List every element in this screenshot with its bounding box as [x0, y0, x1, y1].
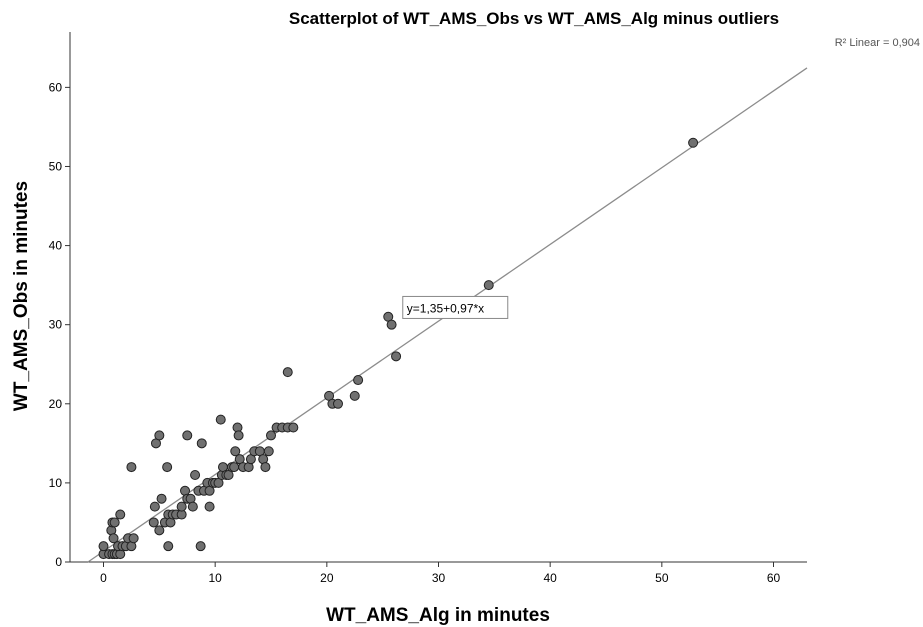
equation-box: y=1,35+0,97*x [402, 295, 509, 319]
data-point [154, 430, 165, 441]
x-tick-label: 40 [543, 571, 557, 585]
data-point [163, 541, 174, 552]
data-point [288, 422, 299, 433]
data-point [190, 469, 201, 480]
data-point [483, 280, 494, 291]
data-point [391, 351, 402, 362]
data-point [154, 525, 165, 536]
x-tick-label: 0 [100, 571, 107, 585]
data-point [260, 462, 271, 473]
data-point [115, 509, 126, 520]
y-tick-label: 0 [55, 555, 62, 569]
y-axis-label: WT_AMS_Obs in minutes [11, 181, 32, 411]
data-point [108, 533, 119, 544]
y-tick-label: 10 [49, 476, 63, 490]
data-point [204, 501, 215, 512]
data-point [162, 462, 173, 473]
x-tick-label: 50 [655, 571, 669, 585]
data-point [148, 517, 159, 528]
data-point [156, 493, 167, 504]
data-point [109, 517, 120, 528]
data-point [333, 398, 343, 409]
data-point [215, 414, 226, 425]
r2-linear-label: R² Linear = 0,904 [835, 37, 920, 49]
fit-equation-label: y=1,35+0,97*x [407, 301, 484, 315]
y-tick-label: 50 [49, 159, 63, 173]
data-point [230, 446, 241, 457]
data-point [187, 501, 198, 512]
data-point [386, 319, 397, 330]
data-point [282, 367, 293, 378]
data-point [233, 430, 244, 441]
equation-frame [402, 295, 509, 319]
x-axis-ticks: 0 10 20 30 40 50 60 [100, 562, 780, 585]
y-tick-label: 60 [49, 80, 63, 94]
data-point [98, 541, 109, 552]
chart-title: Scatterplot of WT_AMS_Obs vs WT_AMS_Alg … [289, 9, 779, 28]
x-tick-label: 20 [320, 571, 334, 585]
y-axis-ticks: 0 10 20 30 40 50 60 [49, 80, 70, 569]
data-point [128, 533, 139, 544]
y-tick-label: 20 [49, 397, 63, 411]
data-point [266, 430, 276, 441]
data-point [263, 446, 274, 457]
x-tick-label: 60 [767, 571, 781, 585]
data-point [688, 137, 699, 148]
x-tick-label: 10 [208, 571, 222, 585]
data-point [126, 462, 137, 473]
data-point [229, 462, 240, 473]
data-point [196, 438, 207, 449]
data-point [195, 541, 206, 552]
y-tick-label: 30 [49, 318, 63, 332]
data-point [182, 430, 193, 441]
data-point [149, 501, 160, 512]
data-points [98, 137, 699, 560]
y-tick-label: 40 [49, 239, 63, 253]
data-point [176, 501, 187, 512]
x-tick-label: 30 [432, 571, 446, 585]
data-point [349, 390, 360, 401]
data-point [353, 375, 364, 386]
x-axis-label: WT_AMS_Alg in minutes [326, 605, 550, 626]
